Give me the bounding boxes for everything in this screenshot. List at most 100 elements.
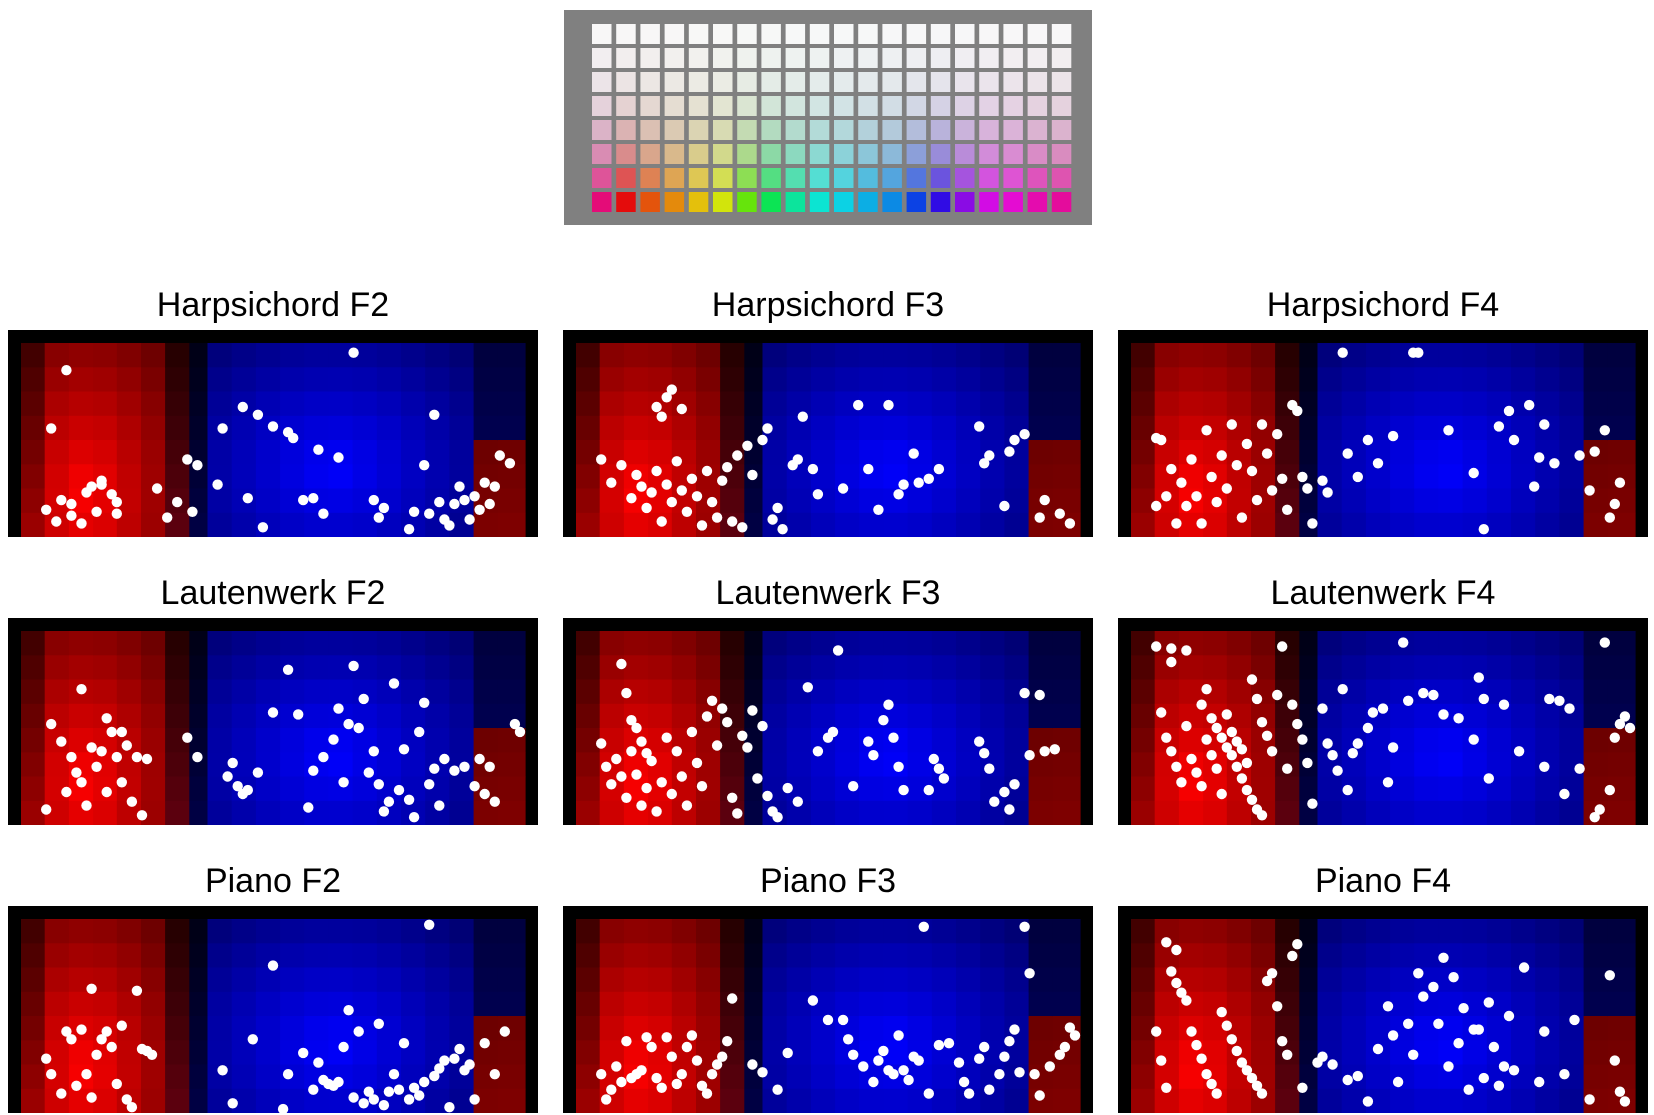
heatmap-cell <box>189 800 208 825</box>
heatmap-cell <box>68 991 94 1017</box>
scatter-point <box>338 1041 349 1053</box>
heatmap-cell <box>1004 943 1030 969</box>
heatmap-cell <box>1559 391 1585 417</box>
heatmap-cell <box>1607 679 1636 705</box>
scatter-point <box>1387 1030 1399 1041</box>
scatter-point <box>66 1034 77 1045</box>
scatter-point <box>1483 997 1494 1008</box>
heatmap-cell <box>1414 631 1439 656</box>
scatter-point <box>681 800 693 811</box>
scatter-point <box>1282 1049 1293 1060</box>
heatmap-cell <box>280 631 305 656</box>
scatter-point <box>252 767 264 778</box>
heatmap-cell <box>859 415 884 441</box>
scatter-point <box>489 1069 500 1080</box>
palette-swatch <box>858 24 878 44</box>
scatter-point <box>46 718 57 730</box>
heatmap-cell <box>1299 655 1318 681</box>
heatmap-cell <box>280 367 305 393</box>
heatmap-cell <box>1052 703 1081 729</box>
heatmap-cell <box>116 919 142 944</box>
heatmap-cell <box>68 415 94 441</box>
heatmap-cell <box>696 391 721 417</box>
heatmap-cell <box>352 1040 378 1066</box>
heatmap-cell <box>328 631 354 656</box>
heatmap-cell <box>141 631 166 656</box>
heatmap-cell <box>1275 512 1300 537</box>
heatmap-cell <box>883 415 909 441</box>
scatter-point <box>419 697 430 708</box>
palette-swatch <box>1051 192 1072 212</box>
palette-swatch <box>1027 120 1048 140</box>
heatmap-cell <box>599 343 625 368</box>
heatmap-cell <box>1414 1040 1439 1066</box>
heatmap-cell <box>599 631 625 656</box>
heatmap-cell <box>576 728 601 753</box>
heatmap-cell <box>1559 343 1585 368</box>
palette-swatch <box>1051 96 1072 116</box>
scatter-point <box>434 1063 445 1074</box>
scatter-point <box>616 658 627 670</box>
heatmap-cell <box>744 752 763 778</box>
palette-swatch <box>858 96 878 116</box>
heatmap-cell <box>189 967 208 993</box>
heatmap-cell <box>497 631 526 656</box>
scatter-point <box>616 1076 627 1088</box>
heatmap-cell <box>497 391 526 417</box>
heatmap-cell <box>1365 512 1391 537</box>
heatmap-cell <box>376 703 402 729</box>
heatmap-cell <box>1341 415 1367 441</box>
heatmap-cell <box>21 391 46 417</box>
scatter-point <box>1171 518 1182 529</box>
scatter-point <box>1266 968 1278 979</box>
heatmap-cell <box>1178 415 1204 441</box>
heatmap-cell <box>1131 919 1156 944</box>
scatter-point <box>96 1034 107 1045</box>
scatter-point <box>1054 1049 1065 1060</box>
scatter-point <box>424 919 435 930</box>
heatmap-cell <box>1486 367 1512 393</box>
heatmap-cell <box>786 967 812 993</box>
scatter-point <box>1201 684 1212 695</box>
heatmap-cell <box>1583 464 1609 490</box>
heatmap-cell <box>1607 367 1636 393</box>
scatter-point <box>403 1094 415 1105</box>
heatmap-cell <box>1275 800 1300 825</box>
scatter-point <box>1287 950 1298 962</box>
scatter-point <box>358 693 369 705</box>
heatmap-cell <box>255 464 281 490</box>
heatmap-cell <box>1583 343 1609 368</box>
scatter-point <box>767 514 778 525</box>
scatter-point <box>106 1041 117 1053</box>
heatmap-cell <box>21 728 46 753</box>
palette-swatch <box>640 144 660 164</box>
scatter-point <box>1241 1065 1253 1076</box>
scatter-point <box>1019 429 1030 440</box>
heatmap-cell <box>473 512 499 537</box>
heatmap-cell <box>449 991 475 1017</box>
scatter-point <box>651 1072 662 1084</box>
scatter-point <box>1292 718 1303 730</box>
heatmap-cell <box>1583 1064 1609 1090</box>
scatter-point <box>1272 689 1283 701</box>
heatmap-cell <box>255 728 281 753</box>
scatter-point <box>86 481 97 492</box>
scatter-point <box>1256 419 1268 430</box>
heatmap-cell <box>1004 464 1030 490</box>
scatter-point <box>1322 738 1333 749</box>
scatter-point <box>1266 485 1278 496</box>
heatmap-plot <box>563 906 1093 1113</box>
palette-swatch <box>834 24 854 44</box>
heatmap-cell <box>786 943 812 969</box>
scatter-point <box>333 703 344 714</box>
scatter-point <box>1211 496 1222 508</box>
scatter-point <box>1206 471 1217 483</box>
scatter-point <box>1508 434 1520 446</box>
heatmap-cell <box>1365 655 1391 681</box>
heatmap-cell <box>497 655 526 681</box>
scatter-point <box>1246 465 1258 477</box>
heatmap-cell <box>425 967 450 993</box>
scatter-point <box>1246 1072 1258 1084</box>
heatmap-cell <box>1486 967 1512 993</box>
heatmap-cell <box>1390 391 1415 417</box>
